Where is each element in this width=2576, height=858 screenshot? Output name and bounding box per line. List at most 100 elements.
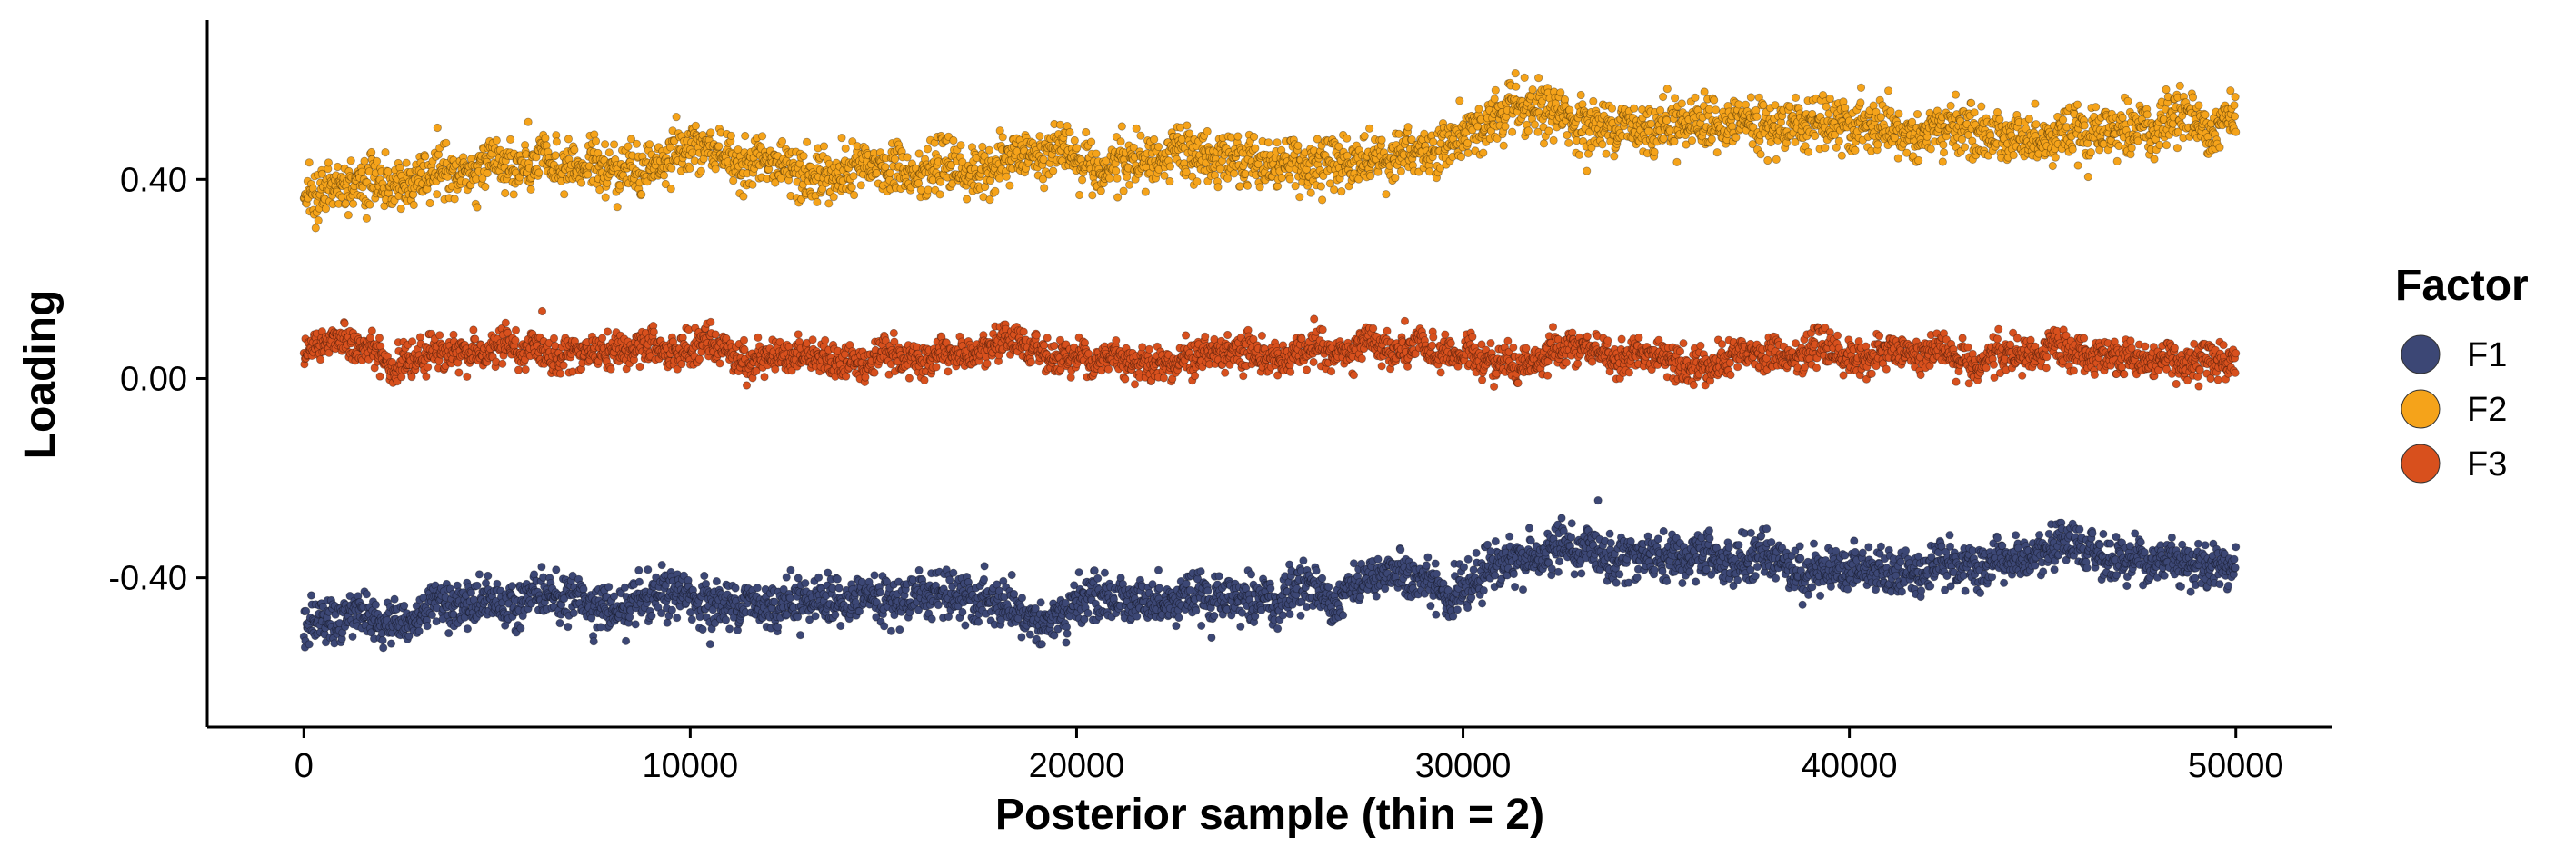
data-point-f2	[691, 121, 701, 130]
data-point-f2	[995, 174, 1004, 183]
data-point-f1	[1010, 589, 1019, 599]
data-point-f1	[1612, 578, 1621, 587]
data-point-f2	[473, 203, 482, 212]
data-point-f1	[811, 612, 820, 621]
data-point-f1	[427, 610, 436, 620]
data-point-f1	[2099, 529, 2108, 539]
data-point-f2	[501, 188, 510, 198]
data-point-f1	[2167, 533, 2176, 543]
data-point-f1	[1798, 600, 1807, 609]
data-point-f1	[1285, 610, 1294, 619]
data-point-f1	[1841, 551, 1850, 560]
data-point-f1	[634, 565, 644, 575]
data-point-f1	[1762, 524, 1772, 534]
data-point-f1	[895, 625, 904, 634]
data-point-f2	[998, 133, 1007, 142]
data-point-f1	[1459, 563, 1469, 572]
data-point-f1	[1063, 629, 1072, 638]
data-point-f2	[739, 192, 748, 201]
data-point-f1	[484, 571, 493, 581]
data-point-f2	[552, 137, 562, 146]
data-point-f1	[1767, 537, 1776, 547]
data-point-f1	[466, 588, 476, 597]
data-point-f1	[1423, 553, 1433, 562]
data-point-f2	[560, 190, 569, 199]
data-point-f2	[409, 200, 418, 210]
data-point-f2	[450, 195, 459, 204]
data-point-f1	[1192, 606, 1201, 615]
data-point-f1	[1396, 545, 1405, 554]
data-point-f1	[589, 637, 598, 646]
data-point-f1	[687, 614, 696, 624]
data-point-f1	[934, 600, 943, 610]
data-point-f1	[2215, 580, 2224, 589]
data-point-f1	[2223, 581, 2233, 591]
data-point-f1	[1505, 532, 1514, 541]
data-point-f1	[1296, 611, 1305, 620]
data-point-f1	[1299, 556, 1308, 565]
data-point-f1	[516, 624, 525, 633]
data-point-f1	[886, 626, 896, 635]
data-point-f1	[1432, 569, 1442, 578]
data-point-f1	[1678, 578, 1687, 588]
data-point-f1	[473, 581, 482, 590]
data-point-f1	[331, 610, 340, 619]
data-point-f1	[1373, 554, 1383, 564]
data-point-f1	[795, 631, 805, 640]
data-point-f2	[433, 190, 442, 199]
data-point-f1	[1901, 546, 1911, 555]
data-point-f2	[601, 193, 610, 202]
data-point-f1	[390, 594, 399, 604]
data-point-f2	[706, 128, 715, 137]
data-point-f2	[362, 214, 371, 223]
data-point-f1	[1318, 574, 1327, 583]
data-point-f1	[1577, 569, 1586, 578]
data-point-f1	[2050, 565, 2059, 574]
data-point-f1	[1945, 531, 1954, 540]
data-point-f1	[1843, 584, 1852, 594]
data-point-f1	[1266, 584, 1275, 594]
data-point-f1	[1017, 633, 1026, 642]
data-point-f1	[1650, 565, 1659, 574]
data-point-f2	[672, 113, 681, 122]
data-point-f1	[1593, 495, 1603, 505]
data-point-f1	[2230, 554, 2239, 564]
data-point-f2	[956, 141, 965, 150]
data-point-f1	[625, 613, 634, 622]
data-point-f1	[362, 590, 371, 599]
data-point-f2	[949, 135, 958, 145]
data-point-f1	[463, 624, 473, 634]
data-point-f1	[1733, 575, 1742, 584]
data-point-f2	[576, 178, 586, 187]
data-point-f1	[631, 620, 640, 629]
data-point-f1	[560, 594, 569, 604]
data-point-f1	[569, 608, 578, 618]
data-point-f1	[647, 611, 656, 621]
data-point-f1	[507, 582, 517, 591]
data-point-f1	[2191, 574, 2200, 583]
data-point-f2	[421, 152, 430, 161]
data-point-f1	[2160, 571, 2169, 580]
data-point-f1	[1312, 566, 1321, 575]
data-point-f1	[1992, 534, 2002, 543]
data-point-f2	[311, 224, 320, 233]
data-point-f2	[741, 131, 750, 141]
data-point-f1	[1062, 638, 1071, 647]
data-point-f1	[444, 628, 454, 638]
data-point-f1	[663, 618, 672, 627]
data-point-f2	[570, 145, 579, 155]
data-point-f2	[433, 123, 442, 133]
data-point-f1	[1751, 571, 1760, 581]
data-point-f1	[673, 614, 682, 623]
data-point-f2	[442, 138, 451, 147]
data-point-f2	[981, 182, 990, 192]
data-point-f2	[321, 205, 331, 214]
data-point-f1	[1858, 548, 1867, 557]
data-point-f2	[584, 170, 593, 179]
data-point-f1	[609, 592, 619, 601]
data-point-f1	[782, 573, 791, 582]
data-point-f1	[1816, 591, 1825, 601]
data-point-f1	[2012, 531, 2021, 540]
data-point-f1	[1615, 570, 1624, 579]
data-point-f1	[724, 624, 734, 634]
